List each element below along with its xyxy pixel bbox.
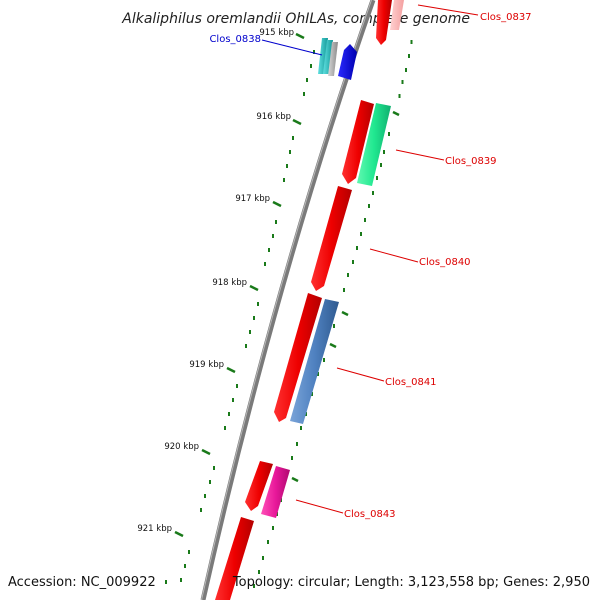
gene-clos-0837[interactable] — [376, 0, 392, 45]
gene-clos-0843[interactable] — [245, 461, 273, 511]
rna-clos-0838-b[interactable] — [323, 40, 333, 74]
label-clos-0843[interactable]: Clos_0843 — [344, 509, 396, 520]
gene-clos-0837-cds[interactable] — [390, 0, 404, 30]
genome-backbone-highlight — [201, 0, 372, 600]
label-clos-0840[interactable]: Clos_0840 — [419, 257, 471, 268]
tick-labels: 915 kbp 916 kbp 917 kbp 918 kbp 919 kbp … — [137, 28, 294, 534]
leader-clos-0837 — [417, 4, 479, 16]
gene-clos-0839[interactable] — [342, 100, 374, 184]
gene-clos-0841[interactable] — [274, 293, 322, 422]
tick-label-915: 915 kbp — [259, 28, 294, 38]
inner-ruler — [165, 50, 315, 584]
leader-clos-0841 — [336, 367, 385, 382]
label-clos-0837[interactable]: Clos_0837 — [480, 12, 532, 23]
feature-labels: Clos_0837 Clos_0838 Clos_0839 Clos_0840 … — [209, 12, 531, 520]
leader-clos-0843 — [295, 499, 344, 514]
leader-clos-0838 — [261, 39, 323, 56]
tick-mark-917 — [272, 200, 282, 208]
tick-marks — [174, 32, 305, 538]
cds-clos-0843[interactable] — [261, 466, 290, 518]
tick-mark-921 — [174, 530, 184, 538]
tick-mark-915 — [295, 32, 305, 40]
cds-clos-0841[interactable] — [290, 299, 339, 424]
label-clos-0839[interactable]: Clos_0839 — [445, 156, 497, 167]
tick-mark-916 — [292, 118, 302, 126]
tick-label-918: 918 kbp — [212, 278, 247, 288]
leader-clos-0839 — [395, 149, 445, 161]
gene-clos-0838[interactable] — [338, 44, 357, 80]
genome-summary-text: Topology: circular; Length: 3,123,558 bp… — [232, 575, 590, 590]
map-title: Alkaliphilus oremlandii OhILAs, complete… — [121, 11, 470, 27]
tick-label-919: 919 kbp — [189, 360, 224, 370]
label-leaders — [261, 4, 479, 514]
tick-label-917: 917 kbp — [235, 194, 270, 204]
genome-backbone — [200, 0, 376, 600]
tick-label-921: 921 kbp — [137, 524, 172, 534]
label-clos-0838[interactable]: Clos_0838 — [209, 34, 261, 45]
rna-clos-0838[interactable] — [318, 38, 328, 74]
gene-clos-0844[interactable] — [215, 517, 254, 600]
outer-ruler — [253, 40, 413, 588]
label-clos-0841[interactable]: Clos_0841 — [385, 377, 437, 388]
leader-clos-0840 — [369, 248, 419, 263]
tick-label-916: 916 kbp — [256, 112, 291, 122]
rna-clos-0838-grey[interactable] — [328, 42, 338, 76]
tick-mark-919 — [226, 366, 236, 374]
accession-text: Accession: NC_009922 — [8, 575, 156, 590]
cds-clos-0839[interactable] — [357, 103, 391, 186]
gene-clos-0840[interactable] — [311, 186, 352, 291]
feature-tracks — [215, 0, 404, 600]
tick-mark-920 — [201, 448, 211, 456]
tick-mark-918 — [249, 284, 259, 292]
tick-label-920: 920 kbp — [164, 442, 199, 452]
